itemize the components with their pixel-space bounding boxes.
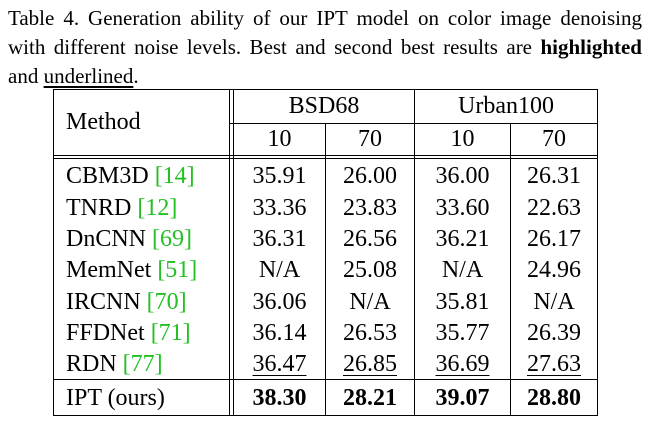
method-name: CBM3D [14]: [53, 161, 229, 191]
result-value: 36.31: [252, 226, 307, 252]
rule-v4: [510, 123, 511, 416]
method-name: IPT (ours): [53, 383, 229, 413]
result-value: N/A: [533, 289, 575, 315]
result-value: 26.39: [527, 320, 581, 346]
header-level: 70: [542, 126, 566, 152]
method-label: FFDNet: [66, 320, 145, 346]
header-urban100: Urban100: [458, 93, 554, 119]
result-value: 22.63: [527, 195, 581, 221]
result-value: 27.63: [527, 351, 581, 377]
citation-link[interactable]: [14]: [154, 163, 195, 189]
result-value: 24.96: [527, 257, 581, 283]
result-value: 36.21: [435, 226, 490, 252]
rule-v2: [325, 123, 326, 416]
citation-link[interactable]: [12]: [137, 195, 178, 221]
result-value: 26.53: [343, 320, 397, 346]
caption-highlighted: highlighted: [540, 35, 642, 59]
result-value: 23.83: [343, 195, 397, 221]
result-value: N/A: [441, 257, 484, 283]
header-level: 70: [358, 126, 382, 152]
header-bsd68: BSD68: [288, 93, 360, 119]
method-label: IPT (ours): [66, 385, 165, 411]
method-name: IRCNN [70]: [53, 287, 229, 317]
result-value: 35.91: [252, 163, 307, 189]
result-value: N/A: [349, 289, 391, 315]
method-name: FFDNet [71]: [53, 318, 229, 348]
result-value: 35.81: [435, 289, 490, 315]
header-level: 10: [450, 126, 475, 152]
result-value: 36.69: [435, 351, 490, 377]
citation-link[interactable]: [77]: [122, 351, 163, 377]
result-value: 33.60: [435, 195, 490, 221]
result-value: 28.80: [527, 385, 581, 411]
result-value: 36.06: [252, 289, 307, 315]
citation-link[interactable]: [70]: [146, 289, 187, 315]
result-value: 28.21: [343, 385, 397, 411]
result-value: 26.17: [527, 226, 581, 252]
header-level: 10: [267, 126, 292, 152]
result-value: 39.07: [435, 385, 490, 411]
rule-right: [597, 89, 598, 416]
result-value: 33.36: [252, 195, 307, 221]
method-label: IRCNN: [66, 289, 141, 315]
method-name: DnCNN [69]: [53, 224, 229, 254]
rule-left: [53, 89, 54, 416]
rule-v1: [229, 89, 230, 416]
result-value: 36.47: [252, 351, 307, 377]
caption-end: .: [133, 64, 139, 88]
result-value: 25.08: [343, 257, 397, 283]
rule-top: [53, 89, 598, 90]
result-value: 26.56: [343, 226, 397, 252]
method-name: TNRD [12]: [53, 193, 229, 223]
result-value: 35.77: [435, 320, 490, 346]
table-caption: Table 4. Generation ability of our IPT m…: [8, 4, 642, 91]
header-method: Method: [66, 109, 141, 135]
caption-and: and: [8, 64, 44, 88]
method-name: MemNet [51]: [53, 255, 229, 285]
method-name: RDN [77]: [53, 349, 229, 379]
result-value: 36.00: [435, 163, 490, 189]
result-value: 38.30: [252, 385, 307, 411]
result-value: 36.14: [252, 320, 307, 346]
caption-underlined: underlined: [43, 64, 134, 88]
rule-v1b: [233, 89, 234, 416]
result-value: 26.00: [343, 163, 397, 189]
citation-link[interactable]: [51]: [157, 257, 198, 283]
citation-link[interactable]: [71]: [150, 320, 191, 346]
result-value: 26.31: [527, 163, 581, 189]
method-label: RDN: [66, 351, 117, 377]
rule-v3: [414, 89, 415, 416]
method-label: CBM3D: [66, 163, 149, 189]
caption-text: Table 4. Generation ability of our IPT m…: [8, 6, 642, 59]
method-label: MemNet: [66, 257, 152, 283]
citation-link[interactable]: [69]: [152, 226, 192, 252]
method-label: TNRD: [66, 195, 132, 221]
method-label: DnCNN: [66, 226, 147, 252]
result-value: N/A: [258, 257, 301, 283]
results-table: Method BSD68 Urban100 10 70 10 70 CBM3D …: [53, 89, 598, 416]
result-value: 26.85: [343, 351, 397, 377]
